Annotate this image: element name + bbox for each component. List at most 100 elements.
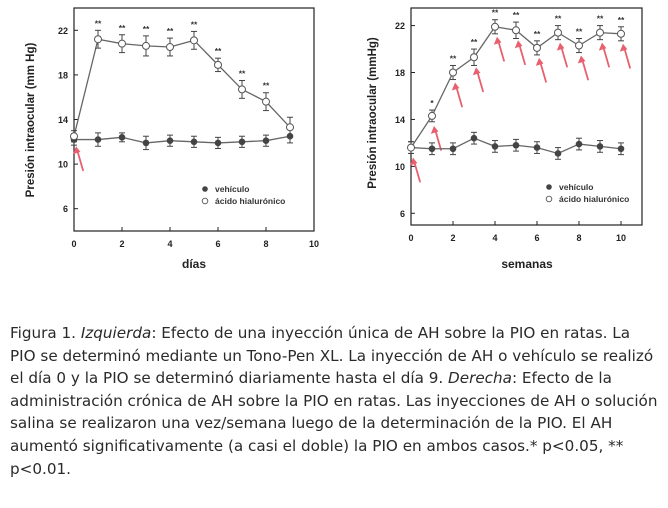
caption-right-text: : Efecto de la administración crónica de…	[10, 369, 658, 478]
y-tick-label: 6	[400, 209, 405, 219]
data-point	[533, 144, 541, 151]
data-point	[491, 143, 499, 150]
significance-label: **	[95, 18, 102, 28]
data-point	[449, 145, 457, 153]
data-point	[238, 85, 246, 94]
data-point	[214, 139, 222, 147]
x-tick-label: 10	[616, 233, 626, 243]
arrow-shaft	[434, 130, 442, 151]
y-tick-label: 18	[58, 70, 68, 80]
injection-arrow	[577, 55, 589, 81]
x-tick-label: 8	[263, 239, 268, 249]
data-point	[262, 137, 270, 144]
injection-arrow	[472, 67, 484, 93]
significance-label: **	[471, 37, 478, 47]
data-point	[428, 111, 436, 120]
data-point	[512, 26, 520, 35]
data-point	[554, 150, 562, 157]
arrow-shaft	[602, 46, 610, 68]
data-point	[142, 41, 150, 50]
legend: vehículo ácido hialurónico	[545, 182, 629, 204]
data-point	[286, 123, 294, 132]
arrow-head	[493, 36, 502, 45]
arrow-shaft	[497, 40, 505, 62]
significance-label: **	[450, 53, 457, 63]
significance-label: *	[430, 98, 434, 108]
y-tick-label: 6	[63, 204, 68, 214]
data-point	[470, 53, 478, 62]
arrow-head	[535, 57, 544, 66]
x-tick-label: 8	[576, 233, 581, 243]
x-tick-label: 6	[534, 233, 539, 243]
x-axis-label: días	[182, 257, 206, 271]
data-point	[596, 143, 604, 150]
x-tick-label: 2	[119, 239, 124, 249]
injection-arrow	[598, 42, 610, 68]
arrow-head	[577, 55, 586, 64]
x-tick-label: 10	[309, 239, 319, 249]
x-axis-label: semanas	[501, 257, 553, 271]
series-vehiculo	[407, 131, 625, 160]
data-point	[94, 136, 102, 143]
data-point	[617, 145, 625, 153]
plot-frame	[410, 7, 643, 226]
arrow-shaft	[455, 86, 463, 108]
series-acido-hialuronico: ** ** ** ** ** ** ** **	[70, 18, 294, 143]
data-point	[533, 43, 541, 52]
significance-label: **	[215, 46, 222, 56]
injection-arrow	[535, 57, 547, 83]
caption-left-tag: Izquierda	[80, 324, 152, 342]
data-point	[70, 132, 78, 141]
legend-marker-acido	[201, 197, 209, 205]
data-point	[617, 29, 625, 38]
arrow-shaft	[518, 44, 526, 66]
data-point	[94, 35, 102, 44]
figure-caption: Figura 1. Izquierda: Efecto de una inyec…	[10, 322, 658, 480]
y-axis-label: Presión intraocular (mmHg)	[367, 37, 379, 189]
legend: vehículo ácido hialurónico	[201, 184, 285, 206]
arrow-shaft	[476, 71, 484, 93]
data-point	[190, 36, 198, 45]
x-tick-label: 4	[492, 233, 497, 243]
x-tick-label: 0	[71, 239, 76, 249]
significance-label: **	[597, 14, 604, 24]
injection-arrow	[430, 125, 442, 151]
data-point	[596, 28, 604, 37]
data-point	[554, 28, 562, 37]
injection-arrow	[451, 82, 463, 108]
y-tick-label: 18	[395, 68, 405, 78]
significance-label: **	[239, 68, 246, 78]
arrow-head	[556, 42, 565, 51]
significance-label: **	[534, 29, 541, 39]
data-point	[142, 139, 150, 147]
arrow-head	[409, 157, 418, 166]
legend-marker-acido	[545, 195, 553, 203]
chart-left: Presión intraocular (mm Hg) días vehícul…	[25, 7, 319, 271]
series-line	[73, 38, 291, 137]
data-point	[407, 143, 415, 152]
significance-label: **	[492, 8, 499, 18]
significance-label: **	[119, 23, 126, 33]
significance-label: **	[618, 15, 625, 25]
significance-label: **	[513, 10, 520, 20]
injection-arrow	[619, 43, 631, 69]
chart-right: Presión intraocular (mmHg) semanas vehíc…	[367, 7, 643, 271]
data-point	[166, 137, 174, 144]
significance-label: **	[576, 26, 583, 36]
y-tick-label: 14	[58, 115, 68, 125]
data-point	[238, 138, 246, 146]
data-point	[575, 41, 583, 50]
y-axis-label: Presión intraocular (mm Hg)	[25, 43, 37, 198]
y-tick-label: 10	[58, 160, 68, 170]
data-point	[512, 141, 520, 149]
series-acido-hialuronico: ******* ********** **	[407, 8, 625, 154]
significance-label: **	[191, 19, 198, 29]
legend-label-acido: ácido hialurónico	[215, 196, 285, 206]
caption-right-tag: Derecha	[448, 369, 512, 388]
significance-label: **	[167, 26, 174, 36]
legend-label-vehiculo: vehículo	[215, 184, 249, 194]
injection-arrow	[493, 36, 505, 62]
data-point	[491, 22, 499, 31]
arrow-shaft	[413, 161, 421, 183]
caption-left-text: : Efecto de una inyección única de AH so…	[10, 324, 654, 388]
